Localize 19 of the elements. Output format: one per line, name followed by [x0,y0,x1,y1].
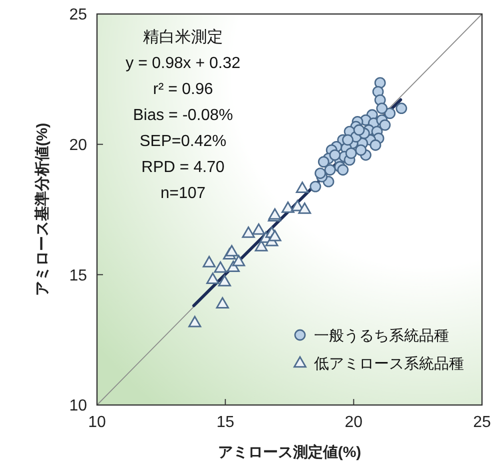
y-tick-label: 25 [69,6,88,24]
annotation: 精白米測定 [143,28,223,46]
x-axis-title: アミロース測定値(%) [218,443,362,461]
y-axis-title: アミロース基準分析値(%) [34,122,51,296]
x-tick-label: 25 [473,414,491,431]
y-tick-label: 10 [69,398,88,415]
y-tick-label: 15 [69,267,88,284]
annotation: r² = 0.96 [152,81,214,98]
x-tick-label: 15 [216,414,234,431]
legend-label: 一般うるち系統品種 [314,327,449,344]
annotation: Bias = -0.08% [132,107,234,124]
x-tick-label: 10 [88,414,106,431]
x-tick-label: 20 [344,414,363,431]
annotation: RPD = 4.70 [141,159,225,176]
y-tick-label: 20 [69,136,88,154]
legend-label: 低アミロース系統品種 [314,355,464,372]
annotation: SEP=0.42% [140,133,226,150]
annotation: y = 0.98x + 0.32 [126,55,240,72]
annotation: n=107 [160,185,206,202]
